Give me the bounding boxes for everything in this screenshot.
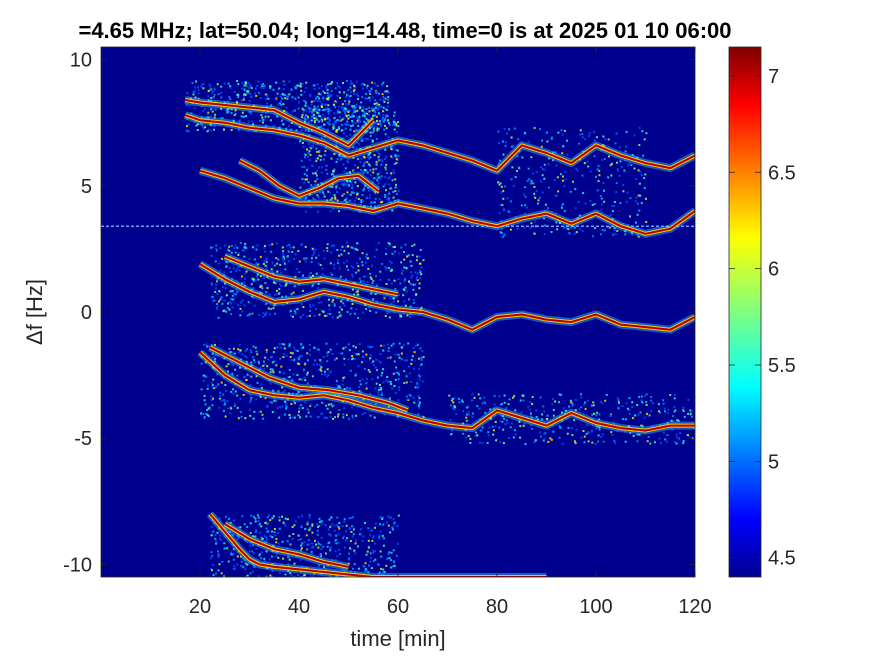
trace-line: [224, 255, 399, 296]
x-tick-label: 120: [678, 596, 711, 618]
y-tick-label: 10: [70, 50, 92, 72]
colorbar-tick-label: 5.5: [768, 355, 796, 377]
x-tick-label: 100: [579, 596, 612, 618]
trace-line: [199, 351, 695, 432]
y-tick-label: 5: [81, 176, 92, 198]
x-axis-ticks: 20 40 60 80 100 120: [189, 47, 712, 618]
y-tick-label: 0: [81, 302, 92, 324]
x-axis-label: time [min]: [350, 626, 445, 651]
x-tick-label: 60: [387, 596, 409, 618]
colorbar-ticks: 7 6.5 6 5.5 5 4.5: [729, 66, 796, 570]
trace-line: [239, 159, 379, 197]
colorbar-tick-label: 6.5: [768, 162, 796, 184]
y-tick-label: -10: [63, 554, 92, 576]
speckle-region: [497, 126, 648, 238]
colorbar-tick-label: 5: [768, 451, 779, 473]
trace-line: [199, 263, 695, 331]
x-tick-label: 20: [189, 596, 211, 618]
y-tick-label: -5: [74, 428, 92, 450]
colorbar-tick-label: 4.5: [768, 548, 796, 570]
x-tick-label: 80: [486, 596, 508, 618]
trace-line: [199, 169, 695, 235]
colorbar-tick-label: 7: [768, 66, 779, 88]
y-axis-ticks: 10 5 0 -5 -10: [63, 50, 695, 576]
y-axis-label: Δf [Hz]: [22, 279, 47, 345]
trace-line: [224, 523, 349, 568]
plot-area: [101, 47, 695, 577]
trace-line: [184, 114, 695, 172]
trace-line: [209, 513, 547, 577]
x-tick-label: 40: [288, 596, 310, 618]
trace-layer: [183, 96, 695, 577]
chart-title: =4.65 MHz; lat=50.04; long=14.48, time=0…: [78, 18, 731, 43]
colorbar: [728, 46, 762, 578]
trace-line: [209, 346, 409, 412]
speckle-region: [448, 393, 695, 446]
colorbar-tick-label: 6: [768, 259, 779, 281]
trace-line: [184, 99, 375, 147]
